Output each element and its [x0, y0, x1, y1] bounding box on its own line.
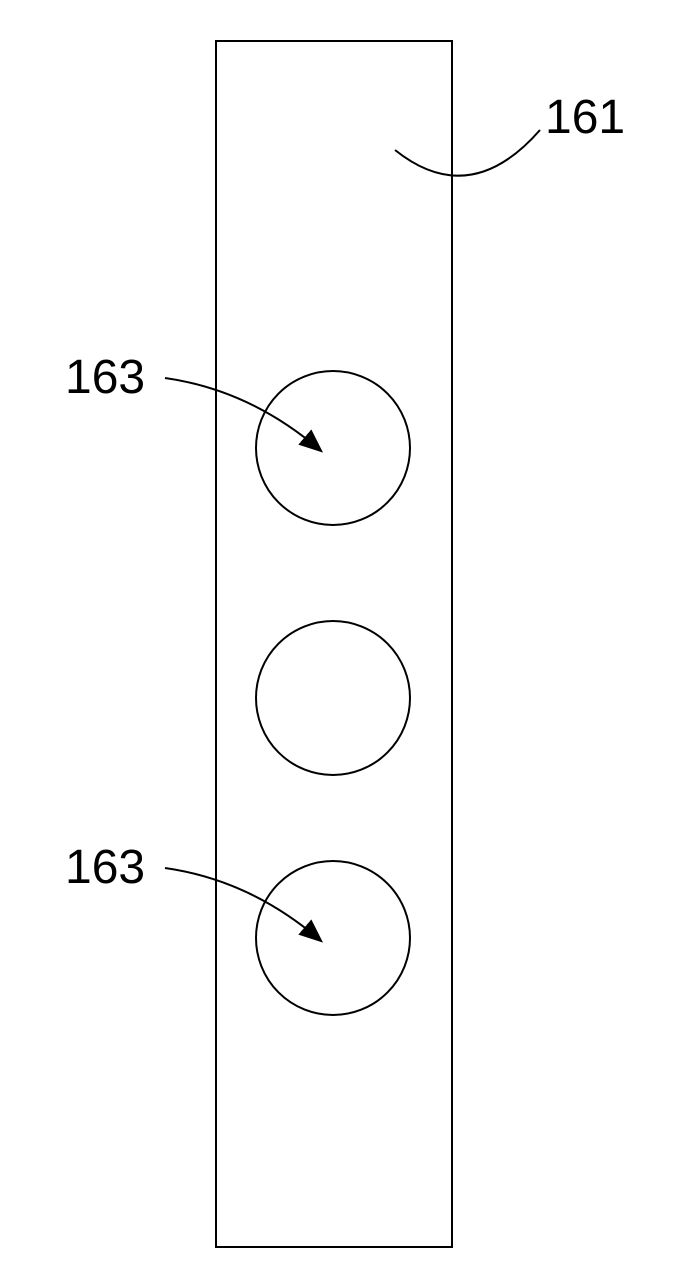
diagram-canvas: 161 163 163: [0, 0, 674, 1280]
hole-middle: [255, 620, 411, 776]
label-163-top: 163: [65, 350, 145, 405]
label-161: 161: [545, 90, 625, 145]
hole-163-bottom: [255, 860, 411, 1016]
label-163-bottom: 163: [65, 840, 145, 895]
hole-163-top: [255, 370, 411, 526]
